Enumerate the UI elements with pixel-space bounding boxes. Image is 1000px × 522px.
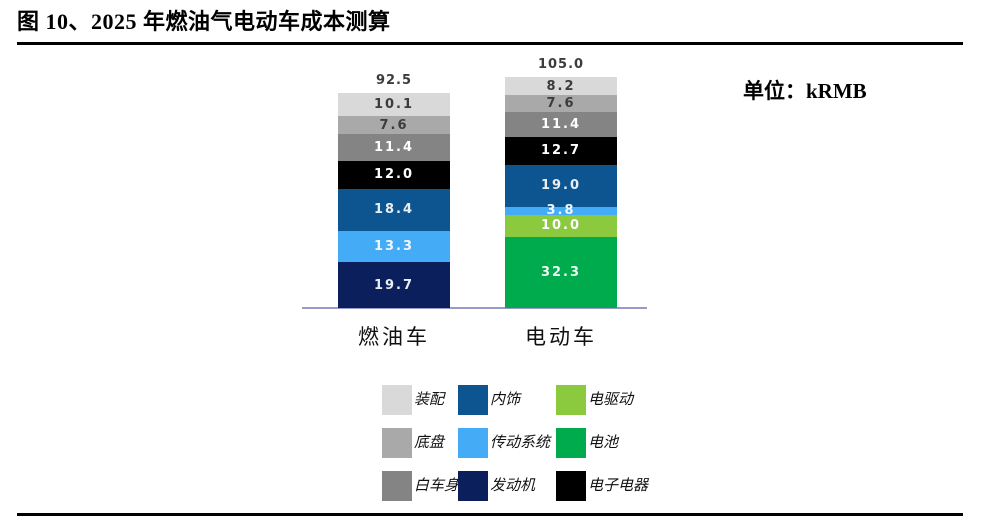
legend-label-电子电器: 电子电器 bbox=[588, 478, 649, 494]
legend-label-传动系统: 传动系统 bbox=[490, 435, 551, 451]
legend-label-底盘: 底盘 bbox=[414, 435, 445, 451]
bar-segment-装配: 8.2 bbox=[505, 77, 617, 96]
segment-value-label: 11.4 bbox=[373, 139, 415, 155]
segment-value-label: 10.0 bbox=[540, 218, 582, 234]
bar-segment-装配: 10.1 bbox=[338, 93, 450, 117]
legend-label-发动机: 发动机 bbox=[490, 478, 536, 494]
segment-value-label: 19.0 bbox=[540, 178, 582, 194]
segment-value-label: 7.6 bbox=[546, 95, 576, 111]
figure-title: 图 10、2025 年燃油气电动车成本测算 bbox=[17, 9, 391, 34]
legend-swatch-内饰 bbox=[458, 385, 488, 415]
unit-label: 单位：kRMB bbox=[743, 79, 867, 103]
bar-segment-白车身: 11.4 bbox=[505, 111, 617, 137]
legend-label-电驱动: 电驱动 bbox=[588, 392, 634, 408]
x-axis-label-fuel: 燃油车 bbox=[358, 325, 430, 349]
bar-segment-电子电器: 12.0 bbox=[338, 160, 450, 189]
bar-total-label: 92.5 bbox=[375, 73, 413, 88]
legend-swatch-白车身 bbox=[382, 471, 412, 501]
bar-segment-内饰: 18.4 bbox=[338, 188, 450, 232]
stacked-bar-ev: 8.2 7.6 11.4 12.7 19.0 3.8 10.0 32.3 bbox=[505, 77, 617, 308]
bar-segment-电驱动: 10.0 bbox=[505, 214, 617, 237]
bar-segment-传动系统: 3.8 bbox=[505, 203, 617, 219]
segment-value-label: 8.2 bbox=[546, 78, 576, 94]
x-axis-line bbox=[302, 307, 647, 309]
legend-label-白车身: 白车身 bbox=[414, 478, 460, 494]
stacked-bar-fuel: 10.1 7.6 11.4 12.0 18.4 13.3 19.7 bbox=[338, 93, 450, 308]
legend-swatch-发动机 bbox=[458, 471, 488, 501]
bar-segment-底盘: 7.6 bbox=[505, 95, 617, 112]
segment-value-label: 12.0 bbox=[373, 167, 415, 183]
segment-value-label: 7.6 bbox=[379, 117, 409, 133]
bar-segment-底盘: 7.6 bbox=[338, 116, 450, 135]
legend-swatch-底盘 bbox=[382, 428, 412, 458]
segment-value-label: 18.4 bbox=[373, 202, 415, 218]
legend-label-装配: 装配 bbox=[414, 392, 445, 408]
segment-value-label: 32.3 bbox=[540, 264, 582, 280]
bar-segment-电池: 32.3 bbox=[505, 236, 617, 308]
segment-value-label: 3.8 bbox=[546, 203, 576, 219]
segment-value-label: 19.7 bbox=[373, 277, 415, 293]
bar-segment-传动系统: 13.3 bbox=[338, 231, 450, 263]
top-rule bbox=[17, 42, 963, 45]
bar-segment-电子电器: 12.7 bbox=[505, 136, 617, 165]
segment-value-label: 13.3 bbox=[373, 239, 415, 255]
bar-segment-发动机: 19.7 bbox=[338, 262, 450, 308]
segment-value-label: 11.4 bbox=[540, 116, 582, 132]
bar-segment-白车身: 11.4 bbox=[338, 134, 450, 161]
legend-label-电池: 电池 bbox=[588, 435, 619, 451]
bottom-rule bbox=[17, 513, 963, 516]
bar-total-label: 105.0 bbox=[537, 57, 585, 72]
x-axis-label-ev: 电动车 bbox=[525, 325, 597, 349]
legend-swatch-传动系统 bbox=[458, 428, 488, 458]
segment-value-label: 10.1 bbox=[373, 97, 415, 113]
legend-swatch-电驱动 bbox=[556, 385, 586, 415]
legend-swatch-装配 bbox=[382, 385, 412, 415]
legend-swatch-电池 bbox=[556, 428, 586, 458]
legend-swatch-电子电器 bbox=[556, 471, 586, 501]
legend-label-内饰: 内饰 bbox=[490, 392, 521, 408]
bar-segment-内饰: 19.0 bbox=[505, 164, 617, 207]
segment-value-label: 12.7 bbox=[540, 143, 582, 159]
